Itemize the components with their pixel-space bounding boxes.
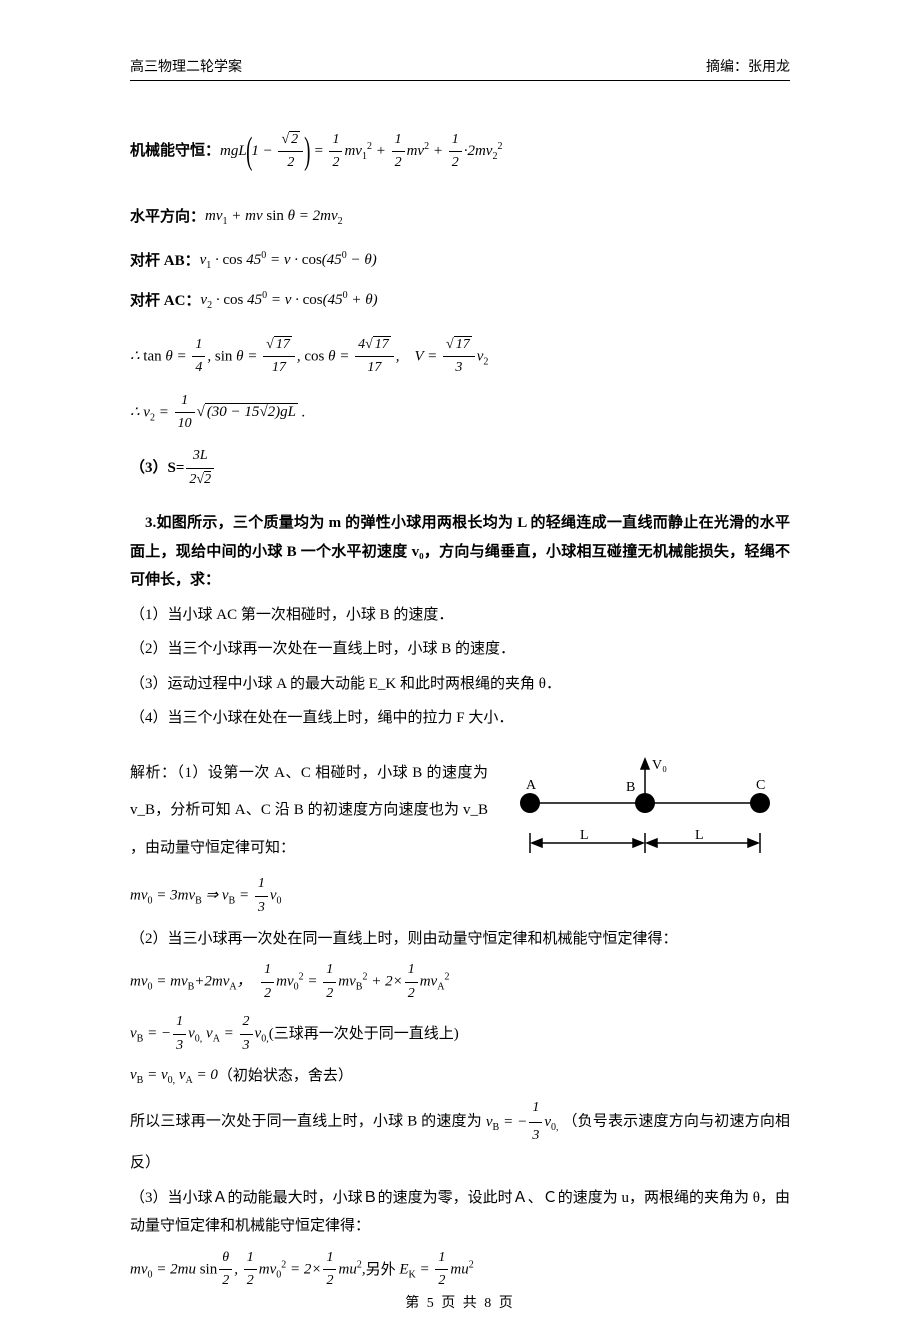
eq-horizontal: 水平方向： mv1 + mv sin θ = 2mv2 — [130, 204, 790, 230]
eq-ab: 对杆 AB： v1 · cos 450 = v · cos(450 − θ) — [130, 248, 790, 274]
eq-a2-1: mv0 = mvB+2mvA， 12mv02 = 12mvB2 + 2×12mv… — [130, 959, 790, 1005]
header-rule — [130, 80, 790, 81]
formula-s: 3L2√2 — [184, 445, 216, 491]
svg-text:L: L — [695, 828, 704, 843]
eq-tan: ∴ tan θ = 14, sin θ = 1717, cos θ = 4171… — [130, 334, 790, 380]
a2-intro: （2）当三小球再一次处在同一直线上时，则由动量守恒定律和机械能守恒定律得： — [130, 925, 790, 954]
formula-a2-1: mv0 = mvB+2mvA， 12mv02 = 12mvB2 + 2×12mv… — [130, 959, 449, 1005]
formula-a1: mv0 = 3mvB ⇒ vB = 13v0 — [130, 873, 282, 919]
svg-text:L: L — [580, 828, 589, 843]
q3-title: 3.如图所示，三个质量均为 m 的弹性小球用两根长均为 L 的轻绳连成一直线而静… — [130, 509, 790, 595]
formula-energy: mgL(1 − 22) = 12mv12 + 12mv2 + 12·2mv22 — [220, 121, 502, 182]
eq-a2-2: vB = −13v0, vA = 23v0, (三球再一次处于同一直线上) — [130, 1011, 790, 1057]
eq-energy: 机械能守恒： mgL(1 − 22) = 12mv12 + 12mv2 + 12… — [130, 121, 790, 182]
a2-conclude-pre: 所以三球再一次处于同一直线上时，小球 B 的速度为 — [130, 1114, 482, 1130]
formula-ek: EK = 12mu2 — [396, 1247, 474, 1293]
eq-v2: ∴ v2 = 110(30 − 15√2)gL . — [130, 390, 790, 436]
header-left: 高三物理二轮学案 — [130, 56, 242, 76]
label-s: （3）S= — [130, 456, 184, 480]
svg-text:A: A — [526, 778, 537, 793]
header-right: 摘编：张用龙 — [706, 56, 790, 76]
svg-text:C: C — [756, 778, 765, 793]
diagram-balls: A B C V₀ L L — [500, 753, 790, 863]
formula-horizontal: mv1 + mv sin θ = 2mv2 — [205, 204, 343, 230]
a2-note: (三球再一次处于同一直线上) — [269, 1022, 459, 1046]
eq-s: （3）S= 3L2√2 — [130, 445, 790, 491]
q3-sub4: （4）当三个小球在处在一直线上时，绳中的拉力 F 大小． — [130, 704, 790, 733]
a2-discard: （初始状态，舍去） — [218, 1064, 353, 1088]
formula-a2-3: vB = v0, vA = 0 — [130, 1063, 218, 1089]
formula-ac: v2 · cos 450 = v · cos(450 + θ) — [200, 288, 377, 314]
a3-intro: （3）当小球Ａ的动能最大时，小球Ｂ的速度为零，设此时Ａ、Ｃ的速度为 u，两根绳的… — [130, 1184, 790, 1241]
eq-a2-3: vB = v0, vA = 0 （初始状态，舍去） — [130, 1063, 790, 1089]
svg-text:B: B — [626, 780, 635, 795]
formula-tan: ∴ tan θ = 14, sin θ = 1717, cos θ = 4171… — [130, 334, 488, 380]
label-ac: 对杆 AC： — [130, 289, 200, 313]
a2-conclude: 所以三球再一次处于同一直线上时，小球 B 的速度为 vB = −13v0, （负… — [130, 1095, 790, 1178]
q3-sub1: （1）当小球 AC 第一次相碰时，小球 B 的速度． — [130, 601, 790, 630]
eq-a3: mv0 = 2mu sinθ2, 12mv02 = 2×12mu2, 另外 EK… — [130, 1247, 790, 1293]
label-horizontal: 水平方向： — [130, 205, 205, 229]
label-energy: 机械能守恒： — [130, 139, 220, 163]
page-footer: 第 5 页 共 8 页 — [0, 1292, 920, 1312]
q3-sub2: （2）当三个小球再一次处在一直线上时，小球 B 的速度． — [130, 635, 790, 664]
formula-v2: ∴ v2 = 110(30 − 15√2)gL . — [130, 390, 306, 436]
formula-ab: v1 · cos 450 = v · cos(450 − θ) — [200, 248, 377, 274]
formula-a3: mv0 = 2mu sinθ2, 12mv02 = 2×12mu2, — [130, 1247, 366, 1293]
a3-extra: 另外 — [366, 1258, 396, 1282]
svg-text:V₀: V₀ — [652, 758, 667, 773]
formula-a2-2: vB = −13v0, vA = 23v0, — [130, 1011, 269, 1057]
eq-a1: mv0 = 3mvB ⇒ vB = 13v0 — [130, 873, 790, 919]
q3-sub3: （3）运动过程中小球 A 的最大动能 E_K 和此时两根绳的夹角 θ． — [130, 670, 790, 699]
eq-ac: 对杆 AC： v2 · cos 450 = v · cos(450 + θ) — [130, 288, 790, 314]
label-ab: 对杆 AB： — [130, 249, 200, 273]
formula-a2-conclude: vB = −13v0, — [486, 1114, 563, 1130]
